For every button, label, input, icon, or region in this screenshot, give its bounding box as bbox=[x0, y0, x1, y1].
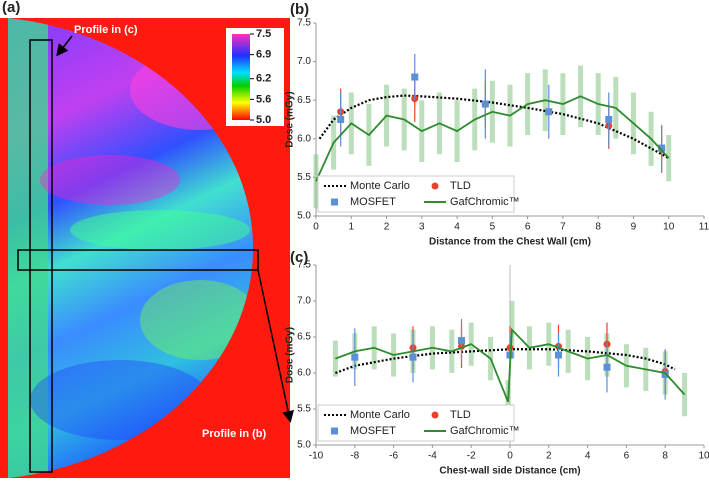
y-tick-label: 7.0 bbox=[297, 56, 311, 67]
x-tick-label: 5 bbox=[490, 222, 496, 233]
x-tick-label: 2 bbox=[546, 451, 552, 462]
x-tick-label: 6 bbox=[525, 222, 531, 233]
y-tick-label: 5.0 bbox=[297, 440, 311, 451]
y-tick-label: 5.0 bbox=[297, 211, 311, 222]
point bbox=[658, 144, 666, 152]
x-tick-label: 4 bbox=[585, 451, 591, 462]
x-tick-label: 0 bbox=[507, 451, 513, 462]
point bbox=[458, 337, 465, 345]
series-line bbox=[315, 95, 670, 182]
heatmap-panel: (a) Profile in (c) Profile in (b) bbox=[0, 0, 294, 478]
legend-label: TLD bbox=[450, 409, 471, 421]
annotation: Profile in (b) bbox=[202, 428, 267, 440]
legend-label: GafChromic™ bbox=[450, 425, 520, 437]
point bbox=[409, 353, 417, 361]
colorbar-tick-label: 6.9 bbox=[256, 49, 271, 61]
y-tick-label: 6.0 bbox=[297, 368, 311, 379]
legend-swatch bbox=[431, 411, 439, 419]
y-tick-label: 6.5 bbox=[297, 332, 311, 343]
colorbar-tick-label: 5.6 bbox=[256, 93, 271, 105]
panel-label: (c) bbox=[290, 249, 308, 266]
point bbox=[337, 116, 345, 123]
x-tick-label: 1 bbox=[348, 222, 354, 233]
x-tick-label: 10 bbox=[663, 222, 675, 233]
x-axis-label: Chest-wall side Distance (cm) bbox=[439, 466, 580, 477]
panel-label: (b) bbox=[290, 1, 309, 18]
series-line bbox=[335, 327, 686, 403]
annotation: Profile in (c) bbox=[74, 24, 138, 36]
x-tick-label: 8 bbox=[595, 222, 601, 233]
legend-label: Monte Carlo bbox=[350, 409, 410, 421]
y-tick-label: 6.0 bbox=[297, 133, 311, 144]
x-tick-label: 9 bbox=[631, 222, 637, 233]
point bbox=[661, 370, 669, 378]
x-tick-label: 10 bbox=[698, 451, 709, 462]
point bbox=[555, 351, 562, 359]
x-tick-label: -10 bbox=[309, 451, 324, 462]
y-tick-label: 7.5 bbox=[297, 18, 311, 29]
legend-swatch bbox=[431, 182, 439, 190]
colorbar-tick-label: 6.2 bbox=[256, 73, 271, 85]
point bbox=[351, 353, 359, 361]
colorbar-tick-label: 5.0 bbox=[256, 114, 271, 126]
x-tick-label: 11 bbox=[699, 222, 709, 233]
point bbox=[481, 100, 489, 108]
x-axis-label: Distance from the Chest Wall (cm) bbox=[429, 237, 591, 248]
y-tick-label: 7.0 bbox=[297, 296, 311, 307]
x-tick-label: 4 bbox=[454, 222, 460, 233]
x-tick-label: 8 bbox=[662, 451, 668, 462]
x-tick-label: -8 bbox=[350, 451, 359, 462]
y-axis-label: Dose (mGy) bbox=[285, 91, 296, 147]
x-tick-label: -2 bbox=[467, 451, 476, 462]
legend-box bbox=[317, 404, 515, 442]
x-tick-label: 0 bbox=[313, 222, 319, 233]
y-tick-label: 6.5 bbox=[297, 95, 311, 106]
series-line bbox=[318, 94, 670, 160]
legend-swatch bbox=[331, 427, 338, 435]
y-tick-label: 5.5 bbox=[297, 404, 311, 415]
legend-label: TLD bbox=[450, 180, 471, 192]
x-tick-label: -6 bbox=[389, 451, 398, 462]
series-line bbox=[335, 348, 676, 375]
colorbar-tick-label: 7.5 bbox=[256, 28, 271, 40]
point bbox=[603, 363, 611, 371]
legend-label: Monte Carlo bbox=[350, 180, 410, 192]
point bbox=[605, 116, 613, 123]
legend-label: MOSFET bbox=[350, 425, 396, 437]
legend-swatch bbox=[331, 198, 338, 206]
colorbar bbox=[232, 34, 250, 120]
x-tick-label: 7 bbox=[560, 222, 566, 233]
legend-label: MOSFET bbox=[350, 196, 396, 208]
x-tick-label: 2 bbox=[384, 222, 390, 233]
x-tick-label: 3 bbox=[419, 222, 425, 233]
x-tick-label: -4 bbox=[428, 451, 437, 462]
point bbox=[545, 108, 553, 116]
y-axis-label: Dose (mGy) bbox=[285, 327, 296, 383]
panel-label: (a) bbox=[2, 0, 20, 16]
legend-label: GafChromic™ bbox=[450, 196, 520, 208]
x-tick-label: 6 bbox=[624, 451, 630, 462]
y-tick-label: 7.5 bbox=[297, 260, 311, 271]
point bbox=[411, 73, 419, 81]
legend-box bbox=[317, 175, 515, 213]
y-tick-label: 5.5 bbox=[297, 172, 311, 183]
